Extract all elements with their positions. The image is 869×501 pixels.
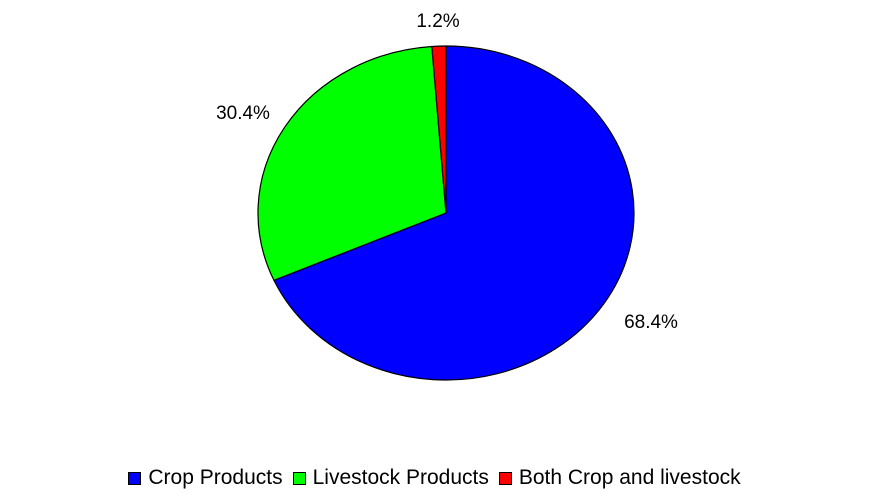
data-label-both-crop-and-livestock: 1.2% (416, 11, 459, 32)
data-label-livestock-products: 30.4% (216, 103, 270, 124)
legend-label-livestock-products: Livestock Products (312, 466, 489, 489)
legend-swatch-crop-products (128, 471, 142, 485)
legend-swatch-both-crop-and-livestock (498, 471, 512, 485)
legend-swatch-livestock-products (292, 471, 306, 485)
pie-slice-both-crop-and-livestock (431, 45, 447, 214)
legend-item-both-crop-and-livestock: Both Crop and livestock (498, 466, 741, 490)
legend-label-crop-products: Crop Products (148, 466, 283, 489)
legend-item-crop-products: Crop Products (128, 466, 283, 490)
pie-slices (257, 45, 635, 381)
pie-slice-livestock-products (257, 45, 447, 281)
chart-legend: Crop Products Livestock Products Both Crop… (0, 458, 869, 498)
pie-data-labels: 68.4% 30.4% 1.2% (216, 11, 678, 333)
legend-label-both-crop-and-livestock: Both Crop and livestock (518, 466, 741, 489)
legend-item-livestock-products: Livestock Products (292, 466, 489, 490)
data-label-crop-products: 68.4% (624, 312, 678, 333)
pie-chart: 68.4% 30.4% 1.2% (216, 11, 678, 381)
pie-slice-crop-products (273, 45, 635, 381)
